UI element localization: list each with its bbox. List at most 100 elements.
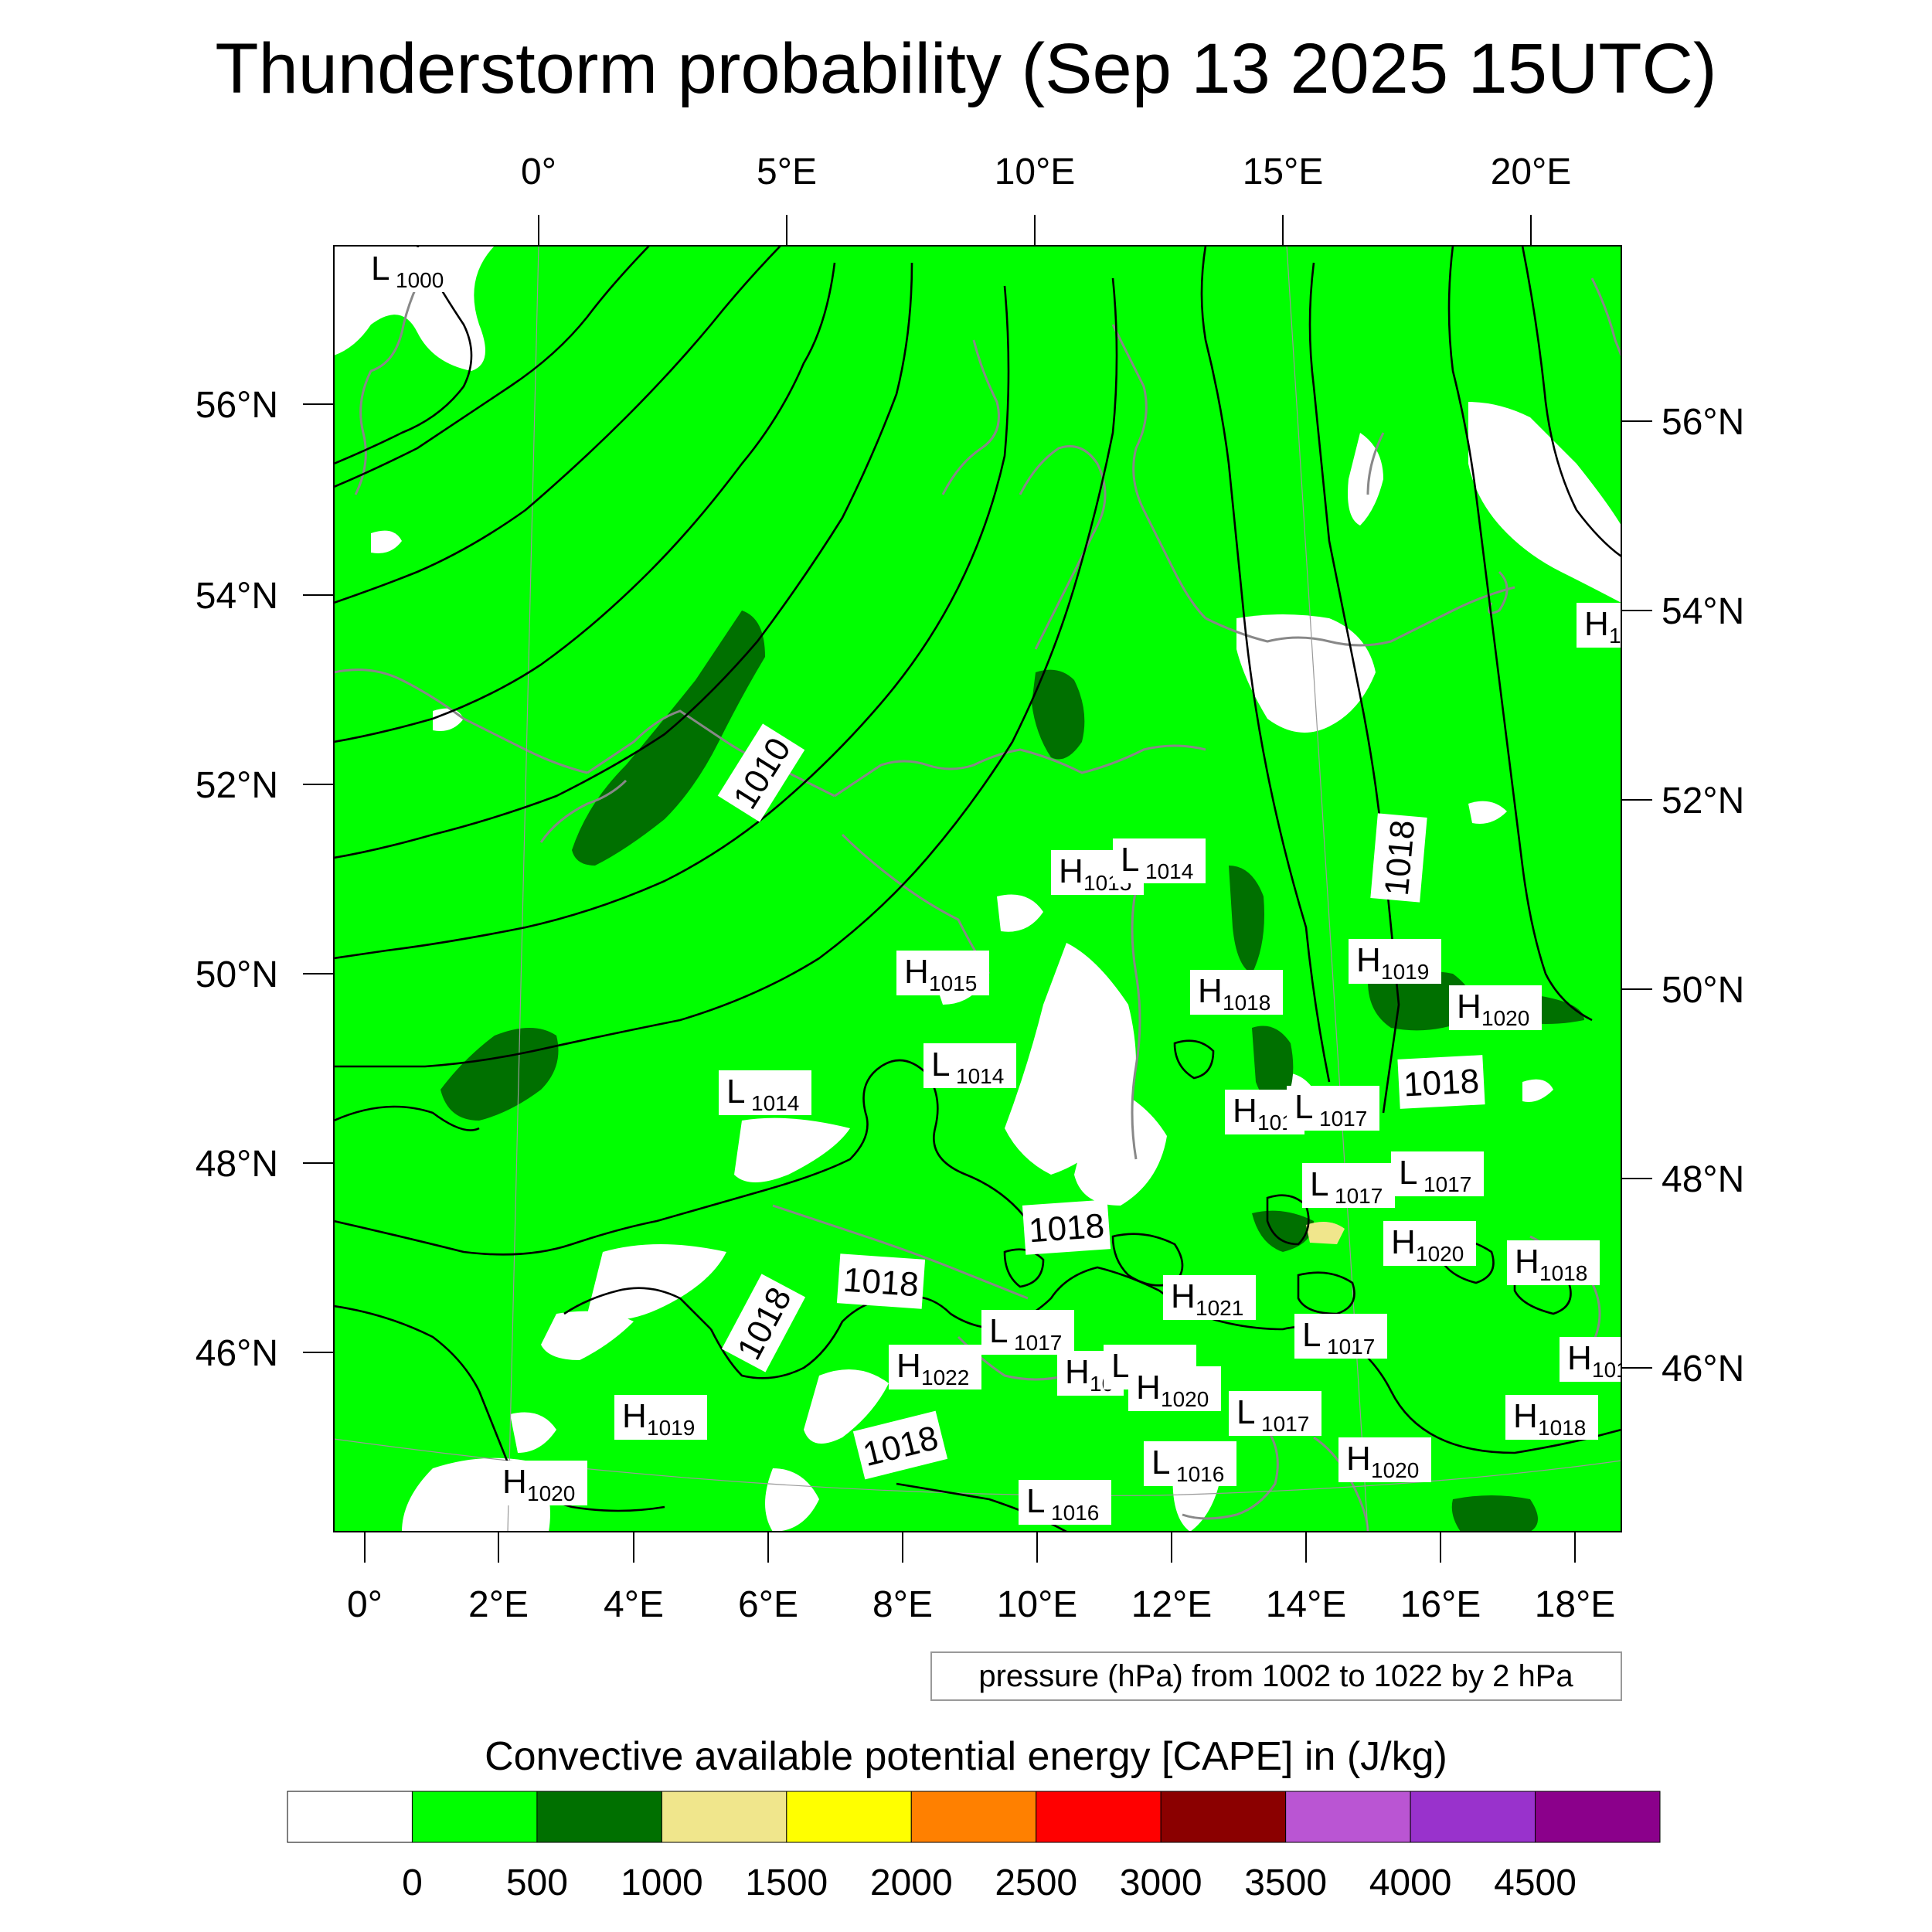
colorbar-tick-label: 2000 xyxy=(870,1862,953,1903)
svg-text:101: 101 xyxy=(1592,1358,1628,1382)
low-pressure-label: L 1014 xyxy=(719,1070,811,1115)
low-pressure-label: L 1017 xyxy=(1302,1163,1395,1208)
svg-text:H: H xyxy=(1513,1397,1538,1435)
pressure-label: 1018 xyxy=(1022,1199,1111,1255)
tick-label: 8°E xyxy=(872,1584,933,1625)
svg-text:H: H xyxy=(502,1463,527,1501)
svg-text:1018: 1018 xyxy=(1028,1207,1106,1250)
svg-text:L: L xyxy=(1236,1393,1255,1431)
svg-text:L: L xyxy=(1310,1165,1328,1203)
low-pressure-label: L 1017 xyxy=(1287,1086,1379,1131)
colorbar-tick-label: 0 xyxy=(402,1862,423,1903)
top-lon-labels: 0° 5°E 10°E 15°E 20°E xyxy=(521,151,1571,192)
high-pressure-label: H 1015 xyxy=(896,951,989,995)
low-pressure-label: L 1017 xyxy=(1391,1151,1484,1196)
svg-text:H: H xyxy=(1584,605,1609,643)
high-pressure-label: H 1018 xyxy=(1507,1240,1600,1285)
colorbar-title: Convective available potential energy [C… xyxy=(485,1734,1447,1779)
colorbar-swatch xyxy=(1285,1791,1411,1843)
svg-text:L: L xyxy=(1294,1088,1313,1126)
colorbar-swatch xyxy=(1410,1791,1536,1843)
svg-text:H: H xyxy=(896,1347,921,1385)
tick-label: 16°E xyxy=(1400,1584,1481,1625)
high-pressure-label: H 1019 xyxy=(1349,939,1441,984)
high-pressure-label: H 1020 xyxy=(1449,985,1542,1030)
svg-text:1020: 1020 xyxy=(1481,1006,1529,1030)
low-pressure-label: L 1014 xyxy=(1113,838,1206,883)
axis-ticks xyxy=(303,215,1652,1563)
svg-text:H: H xyxy=(1346,1440,1371,1478)
colorbar-swatch xyxy=(287,1791,413,1843)
svg-text:1016: 1016 xyxy=(1176,1462,1224,1486)
svg-text:L: L xyxy=(989,1312,1008,1350)
pressure-label: 1018 xyxy=(852,1410,948,1480)
svg-text:1020: 1020 xyxy=(527,1481,575,1505)
svg-text:1017: 1017 xyxy=(1014,1331,1062,1355)
svg-text:1017: 1017 xyxy=(1423,1172,1471,1196)
colorbar-swatch xyxy=(536,1791,662,1843)
colorbar-tick-label: 3000 xyxy=(1120,1862,1202,1903)
low-pressure-label: L 1017 xyxy=(1229,1391,1321,1436)
map-border xyxy=(333,245,1622,1532)
svg-text:1017: 1017 xyxy=(1335,1184,1383,1208)
high-pressure-label: H 1020 xyxy=(1383,1221,1476,1266)
svg-text:1015: 1015 xyxy=(929,971,977,995)
colorbar-swatch xyxy=(1535,1791,1661,1843)
tick-label: 50°N xyxy=(1662,970,1744,1011)
colorbar-tick-label: 4000 xyxy=(1369,1862,1452,1903)
high-pressure-label: H 1020 xyxy=(1338,1437,1431,1482)
svg-text:L: L xyxy=(931,1046,950,1083)
colorbar-swatch xyxy=(1160,1791,1287,1843)
svg-text:1014: 1014 xyxy=(751,1091,799,1115)
svg-text:H: H xyxy=(1198,972,1223,1010)
high-pressure-label: H 1018 xyxy=(1190,970,1283,1015)
low-pressure-label: L 1014 xyxy=(923,1043,1016,1088)
svg-text:H: H xyxy=(1171,1277,1196,1315)
svg-text:H: H xyxy=(1136,1369,1161,1406)
colorbar xyxy=(287,1791,1661,1843)
svg-text:1018: 1018 xyxy=(1539,1261,1587,1285)
cape-0-500-field xyxy=(334,246,1621,1532)
tick-label: 6°E xyxy=(738,1584,798,1625)
tick-label: 18°E xyxy=(1535,1584,1616,1625)
svg-text:L: L xyxy=(726,1073,745,1111)
svg-text:L: L xyxy=(1026,1482,1045,1520)
svg-text:1017: 1017 xyxy=(1319,1107,1367,1131)
left-lat-labels: 56°N 54°N 52°N 50°N 48°N 46°N xyxy=(196,385,278,1374)
svg-text:1000: 1000 xyxy=(396,268,444,292)
svg-text:H: H xyxy=(1567,1339,1592,1377)
tick-label: 46°N xyxy=(196,1333,278,1374)
colorbar-swatch xyxy=(661,1791,787,1843)
svg-text:L: L xyxy=(1302,1316,1321,1354)
pressure-contour-labels: 1010 1018 1018 1018 1018 xyxy=(717,723,1485,1480)
tick-label: 0° xyxy=(521,151,556,192)
bottom-lon-labels: 0° 2°E 4°E 6°E 8°E 10°E 12°E 14°E 16°E 1… xyxy=(347,1584,1615,1625)
tick-label: 20°E xyxy=(1491,151,1572,192)
colorbar-swatch xyxy=(786,1791,912,1843)
pressure-note: pressure (hPa) from 1002 to 1022 by 2 hP… xyxy=(930,1651,1622,1701)
tick-label: 46°N xyxy=(1662,1349,1744,1389)
chart-title: Thunderstorm probability (Sep 13 2025 15… xyxy=(215,29,1716,108)
tick-label: 2°E xyxy=(468,1584,529,1625)
tick-label: 12°E xyxy=(1131,1584,1213,1625)
low-pressure-label: L 1017 xyxy=(981,1310,1074,1355)
svg-text:1019: 1019 xyxy=(647,1416,695,1440)
pressure-label: 1018 xyxy=(1370,813,1427,903)
svg-text:H: H xyxy=(622,1397,647,1435)
high-pressure-label: H 1018 xyxy=(1505,1395,1598,1440)
svg-text:1018: 1018 xyxy=(842,1261,920,1304)
svg-text:H: H xyxy=(1515,1243,1539,1281)
svg-text:L: L xyxy=(371,250,389,287)
colorbar-tick-label: 1500 xyxy=(745,1862,828,1903)
svg-text:L: L xyxy=(1111,1347,1130,1385)
svg-text:L: L xyxy=(1121,841,1139,879)
tick-label: 4°E xyxy=(604,1584,664,1625)
colorbar-swatch xyxy=(1036,1791,1162,1843)
svg-text:L: L xyxy=(1151,1444,1170,1481)
colorbar-tick-label: 3500 xyxy=(1244,1862,1327,1903)
colorbar-labels: 0 500 1000 1500 2000 2500 3000 3500 4000 4500 xyxy=(402,1862,1577,1903)
